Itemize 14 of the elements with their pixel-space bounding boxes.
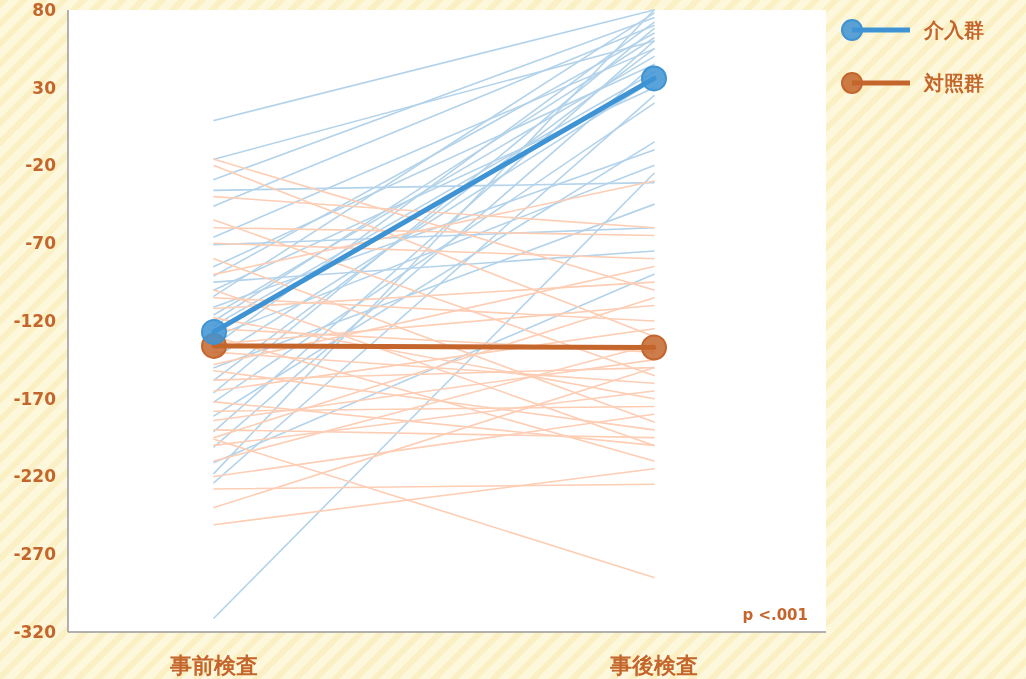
y-tick-label: 30 <box>32 77 57 98</box>
x-tick-label: 事前検査 <box>169 653 258 678</box>
y-tick-label: 80 <box>32 0 57 20</box>
y-tick-label: -20 <box>25 155 57 176</box>
y-tick-label: -120 <box>13 310 57 331</box>
annotation: p <.001 <box>742 606 808 624</box>
y-tick-label: -270 <box>13 544 57 565</box>
y-tick-label: -170 <box>13 388 57 409</box>
legend-label: 対照群 <box>923 71 984 95</box>
y-tick-label: -70 <box>25 233 57 254</box>
legend-label: 介入群 <box>923 18 984 42</box>
y-tick-label: -320 <box>13 621 57 642</box>
x-tick-label: 事後検査 <box>609 653 698 678</box>
y-tick-label: -220 <box>13 466 57 487</box>
